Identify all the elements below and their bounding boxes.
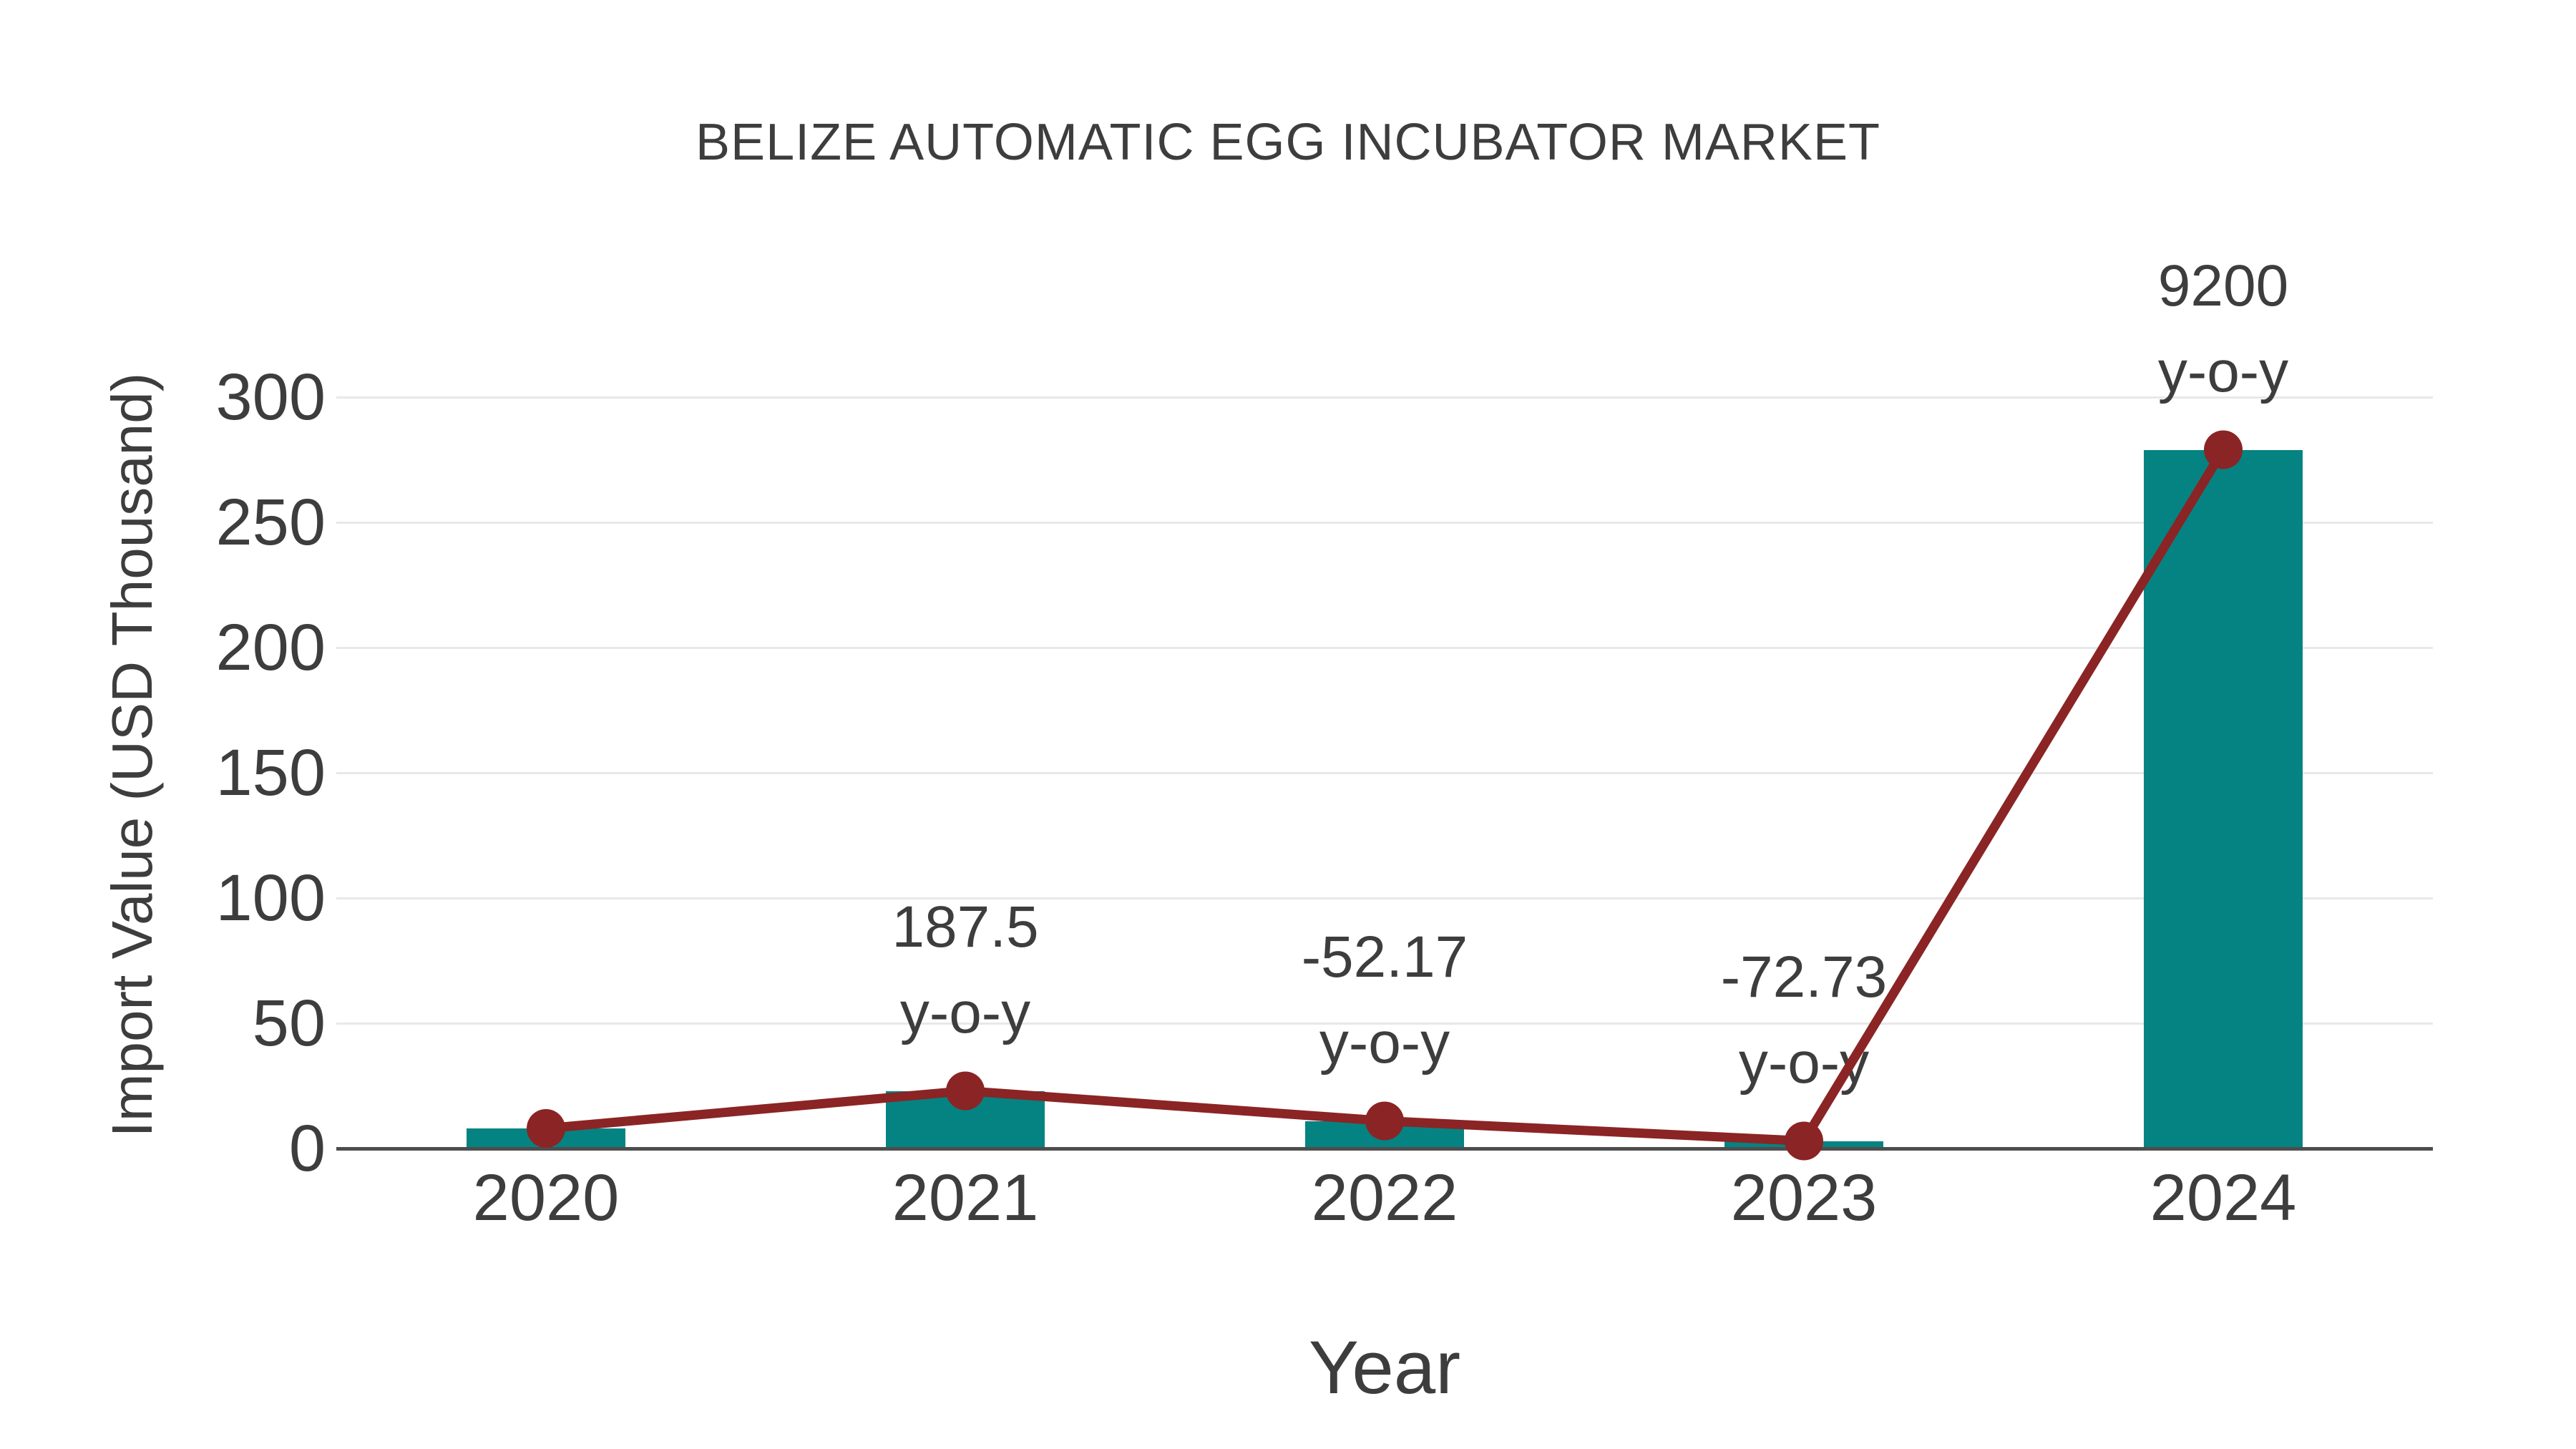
x-axis-line: [336, 1147, 2433, 1151]
bar-2022[interactable]: [1305, 1121, 1464, 1148]
chart-title: BELIZE AUTOMATIC EGG INCUBATOR MARKET: [696, 114, 1880, 171]
x-tick-label-2021: 2021: [892, 1161, 1039, 1234]
y-gridline-300: [336, 396, 2433, 399]
y-tick-label-150: 150: [215, 736, 326, 809]
bar-2024[interactable]: [2144, 449, 2303, 1148]
y-tick-label-250: 250: [215, 486, 326, 559]
bar-2020[interactable]: [467, 1128, 625, 1148]
y-gridline-100: [336, 897, 2433, 899]
y-tick-label-0: 0: [288, 1112, 326, 1185]
x-tick-label-2024: 2024: [2150, 1161, 2297, 1234]
y-tick-label-100: 100: [215, 862, 326, 935]
y-gridline-150: [336, 771, 2433, 774]
annotation-value-2024: 9200: [2157, 253, 2289, 318]
bar-2021[interactable]: [886, 1091, 1045, 1148]
y-tick-label-50: 50: [252, 987, 326, 1060]
annotation-suffix-2024: y-o-y: [2157, 338, 2289, 404]
annotation-suffix-2023: y-o-y: [1738, 1030, 1870, 1096]
y-tick-label-200: 200: [215, 611, 326, 684]
x-tick-label-2022: 2022: [1311, 1161, 1458, 1234]
y-gridline-250: [336, 521, 2433, 524]
x-tick-label-2020: 2020: [472, 1161, 620, 1234]
annotation-value-2023: -72.73: [1720, 944, 1888, 1010]
x-axis-label: Year: [1308, 1326, 1461, 1410]
x-tick-label-2023: 2023: [1730, 1161, 1878, 1234]
y-gridline-200: [336, 646, 2433, 649]
y-tick-label-300: 300: [215, 361, 326, 434]
